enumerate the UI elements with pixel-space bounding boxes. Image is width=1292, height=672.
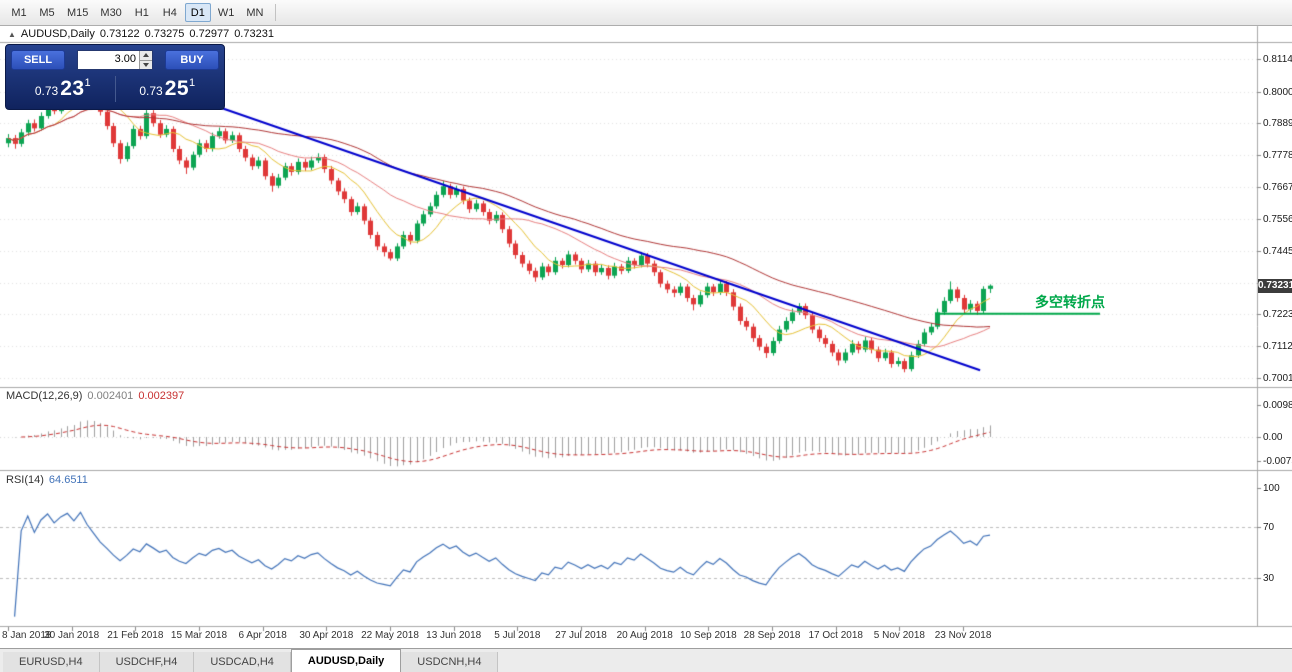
price-divider	[114, 76, 116, 102]
volume-value: 3.00	[114, 53, 136, 65]
date-axis-label: 8 Jan 2018	[2, 630, 52, 641]
sell-price-base: 0.73	[34, 84, 59, 98]
close-value: 0.73231	[234, 28, 274, 40]
date-axis-label: 22 May 2018	[361, 630, 419, 641]
timeframe-button-h1[interactable]: H1	[129, 3, 155, 22]
rsi-axis-label: 100	[1263, 483, 1280, 494]
spinner-up-icon[interactable]	[140, 51, 152, 60]
rsi-value: 64.6511	[48, 474, 88, 486]
timeframe-button-mn[interactable]: MN	[241, 3, 268, 22]
rsi-axis-label: 70	[1263, 521, 1275, 533]
sell-button[interactable]: SELL	[11, 50, 65, 70]
date-axis-label: 6 Apr 2018	[238, 630, 287, 641]
timeframe-button-m5[interactable]: M5	[34, 3, 60, 22]
timeframe-toolbar: M1 M5 M15 M30 H1 H4 D1 W1 MN	[0, 0, 1292, 26]
sell-price-sup: 1	[84, 77, 91, 89]
trend-annotation: 多空转折点	[1035, 295, 1105, 311]
chart-marker-triangle-icon[interactable]: ▲	[8, 29, 16, 39]
buy-price-sup: 1	[189, 77, 196, 89]
date-axis-label: 13 Jun 2018	[426, 630, 482, 641]
rsi-axis-label: 30	[1263, 573, 1275, 585]
macd-axis-label: -0.007543	[1263, 456, 1292, 468]
macd-value: 0.002401	[87, 390, 134, 402]
open-value: 0.73122	[99, 28, 140, 40]
tab-audusd-daily[interactable]: AUDUSD,Daily	[290, 649, 402, 672]
timeframe-button-m1[interactable]: M1	[6, 3, 32, 22]
date-axis-label: 17 Oct 2018	[808, 630, 863, 641]
tab-eurusd-h4[interactable]: EURUSD,H4	[3, 652, 100, 672]
buy-price-base: 0.73	[139, 84, 163, 98]
toolbar-separator	[275, 4, 277, 21]
timeframe-button-d1[interactable]: D1	[184, 3, 211, 22]
low-value: 0.72977	[189, 28, 230, 40]
spinner-down-icon[interactable]	[140, 59, 152, 69]
high-value: 0.73275	[144, 28, 185, 40]
date-axis-label: 15 Mar 2018	[170, 630, 228, 641]
sell-price-display[interactable]: 0.73231	[11, 77, 115, 101]
buy-button[interactable]: BUY	[165, 50, 219, 70]
buy-price-pips: 25	[164, 77, 190, 100]
date-axis-label: 5 Nov 2018	[873, 630, 925, 641]
buy-price-display[interactable]: 0.73251	[116, 77, 220, 101]
date-axis-label: 10 Sep 2018	[680, 630, 737, 641]
timeframe-button-w1[interactable]: W1	[213, 3, 240, 22]
date-axis-label: 20 Aug 2018	[616, 630, 673, 641]
volume-input[interactable]: 3.00	[77, 50, 153, 70]
one-click-trading-panel: SELL 3.00 BUY 0.73231 0.73251	[5, 44, 225, 110]
macd-axis-label: 0.00	[1263, 432, 1283, 443]
date-axis-label: 23 Nov 2018	[934, 630, 992, 641]
tab-usdchf-h4[interactable]: USDCHF,H4	[99, 652, 195, 672]
chart-ohlc-info: ▲ AUDUSD,Daily 0.73122 0.73275 0.72977 0…	[8, 28, 279, 40]
timeframe-button-m30[interactable]: M30	[95, 3, 126, 22]
timeframe-button-m15[interactable]: M15	[62, 3, 93, 22]
symbol-period-label: AUDUSD,Daily	[20, 28, 95, 40]
date-axis-label: 21 Feb 2018	[107, 630, 164, 641]
tab-usdcnh-h4[interactable]: USDCNH,H4	[401, 652, 499, 672]
date-axis-label: 28 Sep 2018	[743, 630, 801, 641]
date-axis-label: 30 Apr 2018	[299, 630, 354, 641]
chart-tab-bar: EURUSD,H4 USDCHF,H4 USDCAD,H4 AUDUSD,Dai…	[0, 648, 1292, 672]
rsi-indicator-label: RSI(14) 64.6511	[6, 474, 88, 486]
sell-price-pips: 23	[60, 77, 85, 100]
date-axis-label: 30 Jan 2018	[44, 630, 100, 641]
timeframe-button-h4[interactable]: H4	[157, 3, 183, 22]
macd-axis-label: 0.009863	[1263, 400, 1292, 411]
current-price-badge: 0.73231	[1258, 278, 1292, 293]
volume-spinner	[139, 51, 152, 69]
rsi-name: RSI(14)	[6, 474, 44, 486]
date-axis-label: 5 Jul 2018	[494, 630, 541, 641]
tab-usdcad-h4[interactable]: USDCAD,H4	[194, 652, 291, 672]
macd-indicator-label: MACD(12,26,9) 0.002401 0.002397	[6, 390, 184, 402]
date-axis-label: 27 Jul 2018	[555, 630, 607, 641]
macd-name: MACD(12,26,9)	[6, 390, 83, 402]
macd-signal-value: 0.002397	[138, 390, 185, 402]
